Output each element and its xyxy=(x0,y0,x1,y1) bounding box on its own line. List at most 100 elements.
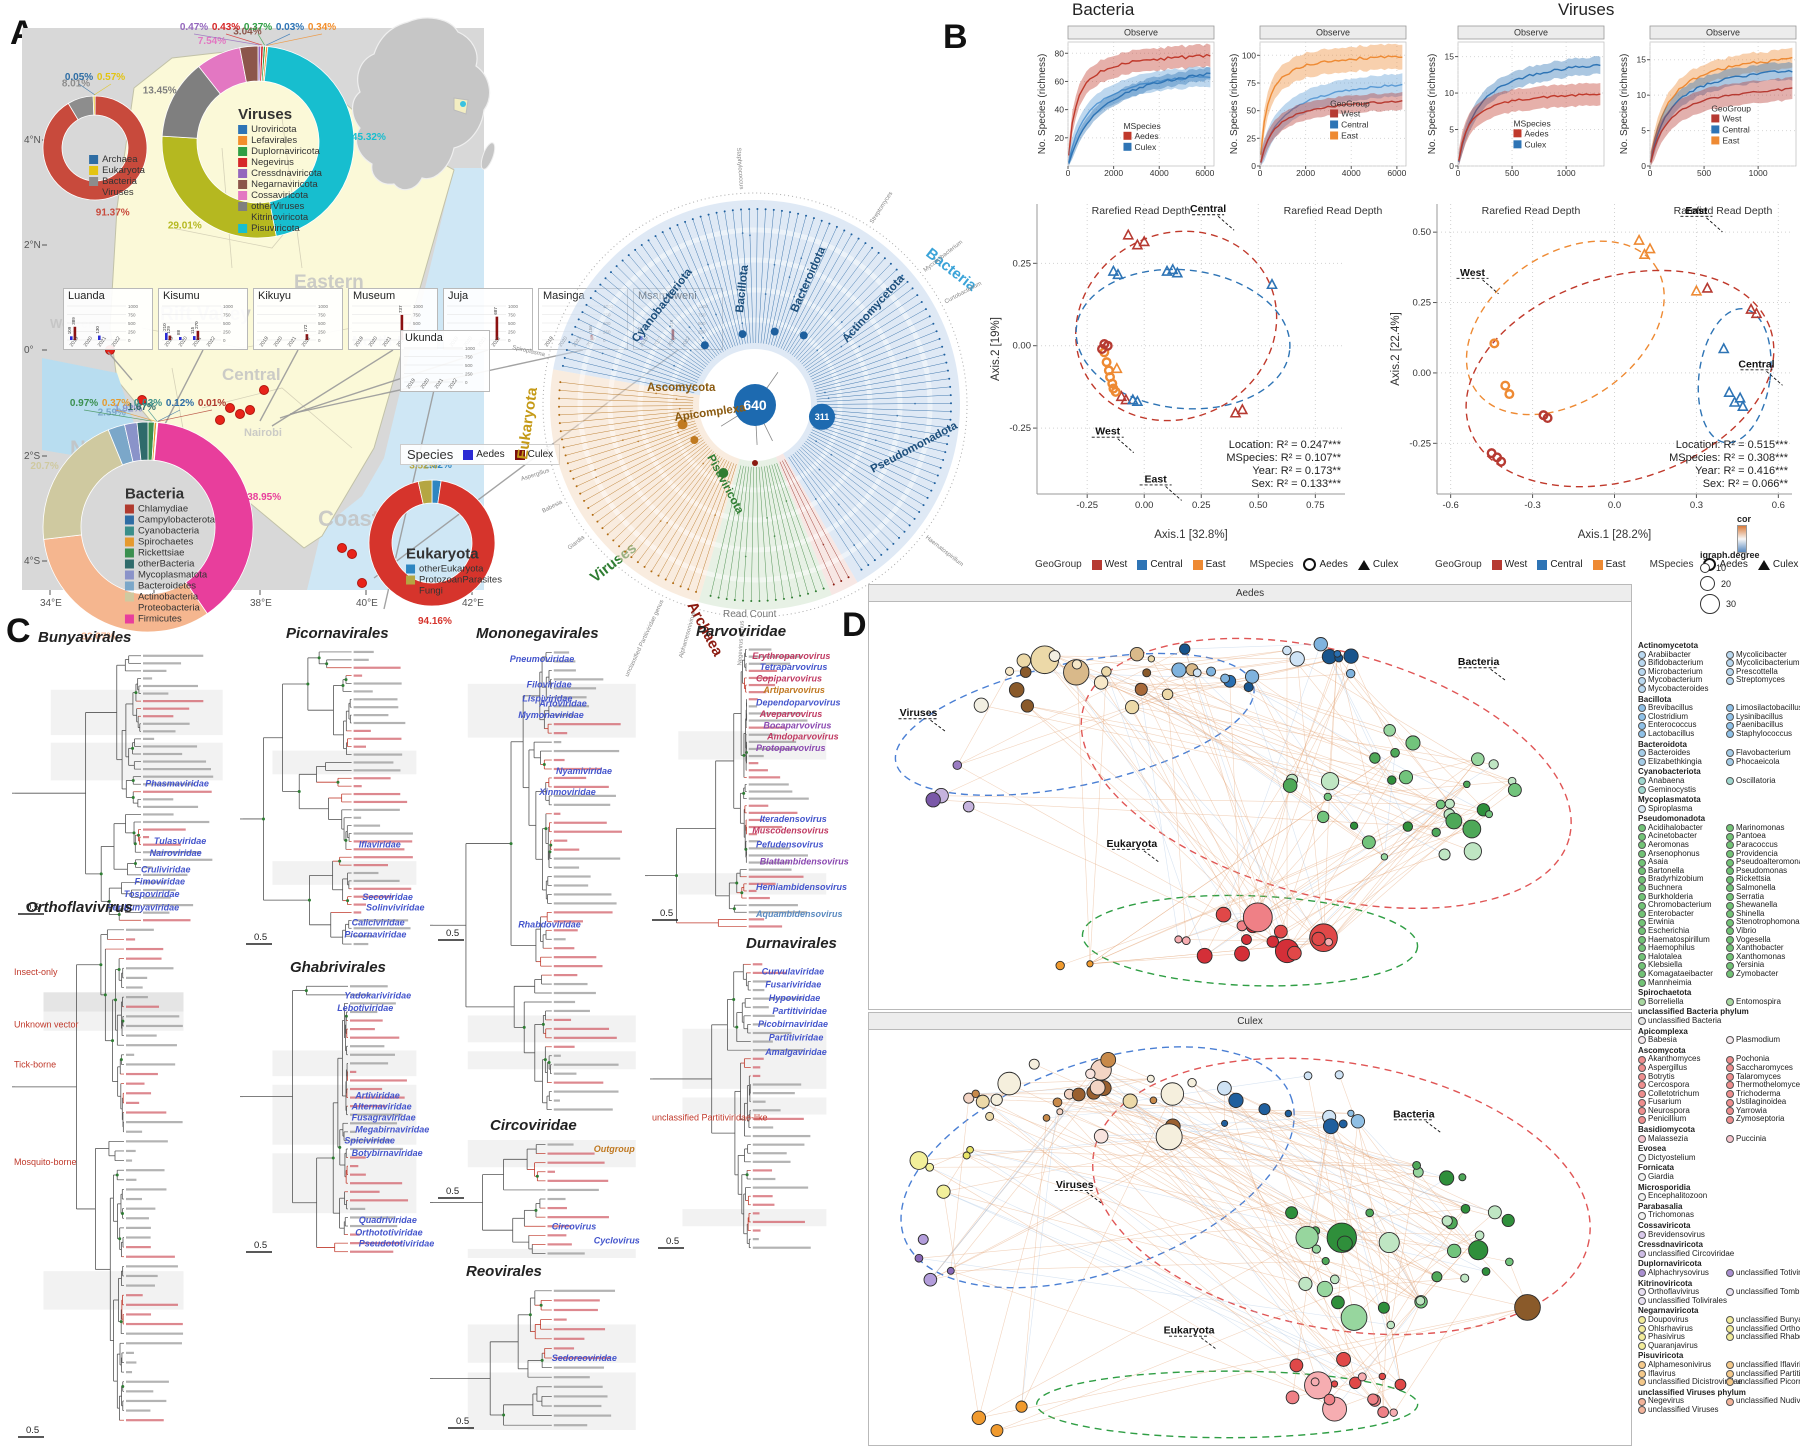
family-label: Sedoreoviridae xyxy=(552,1353,617,1363)
cor-gradient xyxy=(1737,525,1747,553)
ordination-point xyxy=(1115,390,1128,402)
network-node xyxy=(1122,1093,1138,1109)
ordination-point xyxy=(1097,343,1108,354)
taxa-item: unclassified Picornaviridae xyxy=(1726,1377,1800,1387)
tree-clade-node xyxy=(738,330,747,339)
x-axis-label: Axis.1 [32.8%] xyxy=(1154,529,1228,541)
svg-text:750: 750 xyxy=(413,313,421,318)
network-node xyxy=(1310,1377,1320,1387)
ordination-group-label: East xyxy=(1145,473,1168,485)
taxa-group: Actinomycetota Arabiibacter Bifidobacteriu… xyxy=(1638,641,1800,694)
network-node xyxy=(1086,960,1094,968)
taxa-item: Malassezia xyxy=(1638,1134,1726,1144)
rarefaction-curve xyxy=(1650,56,1793,161)
network-node xyxy=(1481,1267,1491,1276)
bacteria-title: Bacteria xyxy=(1072,0,1135,19)
svg-text:500: 500 xyxy=(128,321,136,326)
taxa-item: Colletotrichum xyxy=(1638,1089,1726,1099)
taxa-group: Apicomplexa Babesia Plasmodium xyxy=(1638,1026,1798,1045)
network-node xyxy=(1487,1205,1502,1220)
svg-text:0.00: 0.00 xyxy=(1135,500,1154,511)
phylo-tree-ghabrivirales: Ghabrivirales Yadokariviridae Lebotivirida… xyxy=(240,959,434,1253)
vector-group-label: Unknown vector xyxy=(14,1020,79,1030)
network-node xyxy=(1142,668,1152,678)
taxa-group-header: Basidiomycota xyxy=(1638,1125,1695,1135)
ordination-point xyxy=(1120,393,1132,405)
svg-text:2022: 2022 xyxy=(206,335,217,348)
svg-text:640: 640 xyxy=(743,397,767,413)
taxa-item: Giardia xyxy=(1638,1172,1726,1182)
map-region-label: Coast xyxy=(318,506,380,531)
taxa-group: Bacillota Brevibacillus Clostridium Enteroc… xyxy=(1638,694,1800,739)
svg-text:389: 389 xyxy=(71,317,76,325)
ordination-point xyxy=(1734,391,1746,403)
taxa-item: Cercospora xyxy=(1638,1080,1726,1090)
taxa-item: Burkholderia xyxy=(1638,892,1726,902)
network-node xyxy=(1507,783,1522,797)
strip-label: Observe xyxy=(1316,28,1350,38)
svg-text:750: 750 xyxy=(223,313,231,318)
family-label: Yadokariviridae xyxy=(344,990,411,1000)
network-node xyxy=(1377,1406,1389,1418)
network-node xyxy=(1387,775,1397,785)
taxa-group-header: Apicomplexa xyxy=(1638,1026,1688,1036)
vector-group-label: Insect-only xyxy=(14,967,58,977)
map-xtick: 34°E xyxy=(40,598,62,609)
taxa-group-header: Mycoplasmatota xyxy=(1638,795,1701,805)
svg-text:250: 250 xyxy=(465,372,473,377)
map-xtick: 42°E xyxy=(462,598,484,609)
legend-item: Proteobacteria xyxy=(124,603,215,614)
taxa-item: Mycobacterium xyxy=(1638,676,1726,685)
svg-text:130: 130 xyxy=(95,326,100,334)
donut-percent-label: 45.32% xyxy=(352,132,386,143)
map-ytick: 2°N xyxy=(24,240,41,251)
network-domain-label: Viruses xyxy=(900,707,938,719)
site-inset-kisumu: Kisumu 1000 750 500 250 0 210 129 2019 88 2020 115 2… xyxy=(158,288,248,350)
network-panel-culex: Culex Viruses Bacteria Eukaryota xyxy=(868,1012,1632,1446)
svg-text:0: 0 xyxy=(508,338,511,343)
network-node xyxy=(1501,1213,1515,1228)
network-node xyxy=(1471,752,1485,766)
network-node xyxy=(1196,947,1213,964)
taxa-item: unclassified Nudiviridae xyxy=(1726,1397,1800,1406)
network-node xyxy=(1441,1215,1453,1227)
svg-text:2020: 2020 xyxy=(83,335,94,348)
taxa-item: Puccinia xyxy=(1726,1134,1766,1144)
taxa-group-header: Bacillota xyxy=(1638,694,1672,704)
network-node xyxy=(1101,666,1112,677)
donut-bacteria-legend: Bacteria Chlamydiae Campylobacterota Cyanob… xyxy=(124,486,215,625)
taxa-group-header: Bacteroidota xyxy=(1638,739,1687,749)
network-node xyxy=(1316,1280,1333,1298)
taxa-group: Evosea Dictyostelium xyxy=(1638,1144,1798,1163)
network-node xyxy=(1338,1119,1348,1129)
phylo-tree-picornavirales: Picornavirales Iflaviridae SecoviridaeSoli… xyxy=(240,625,425,946)
rarefaction-curve xyxy=(1650,69,1793,163)
network-node xyxy=(1369,752,1381,764)
cor-legend: cor xyxy=(1737,514,1751,553)
svg-text:2021: 2021 xyxy=(434,377,445,390)
network-node xyxy=(1005,666,1015,676)
taxa-item: Doupovirus xyxy=(1638,1315,1726,1325)
taxa-item: Clostridium xyxy=(1638,712,1726,722)
taxa-group-header: Evosea xyxy=(1638,1144,1667,1154)
network-node xyxy=(1028,1058,1040,1070)
network-node xyxy=(971,1410,987,1426)
taxa-group: Spirochaetota Borreliella Entomospira xyxy=(1638,989,1798,1007)
family-label: Solinviviridae xyxy=(366,903,425,913)
network-node xyxy=(1383,724,1396,737)
scale-bar-label: 0.5 xyxy=(254,1240,267,1251)
svg-text:1000: 1000 xyxy=(318,304,329,309)
svg-text:0.75: 0.75 xyxy=(1306,500,1325,511)
tree-title: Reovirales xyxy=(466,1263,542,1280)
network-node xyxy=(962,1151,971,1160)
svg-text:1000: 1000 xyxy=(413,304,424,309)
family-label: Iteradensovirus xyxy=(760,814,827,824)
rarefaction-band xyxy=(1458,82,1601,166)
network-node xyxy=(1377,1301,1390,1314)
network-node xyxy=(990,1424,1004,1437)
svg-text:0: 0 xyxy=(1641,161,1646,171)
svg-text:270: 270 xyxy=(194,321,199,329)
taxa-item: unclassified Orthomyxoviridae xyxy=(1726,1324,1800,1334)
y-axis-label: No. Species (richness) xyxy=(1427,54,1438,155)
taxa-item: Xanthomonas xyxy=(1726,952,1800,962)
